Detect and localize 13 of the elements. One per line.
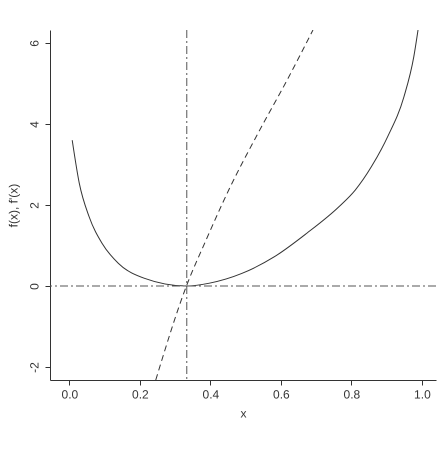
y-tick-label: 4 — [28, 120, 42, 128]
x-tick-label: 1.0 — [414, 388, 432, 402]
y-tick-label: 0 — [28, 282, 42, 290]
x-tick-label: 0.4 — [202, 388, 220, 402]
x-tick-label: 0.6 — [273, 388, 290, 402]
y-axis-title: f(x), f'(x) — [6, 184, 20, 228]
x-axis-title: x — [240, 406, 246, 420]
y-tick-label: 6 — [28, 40, 42, 47]
x-tick-label: 0.0 — [62, 388, 79, 402]
y-tick-label: 2 — [28, 202, 42, 209]
y-tick-label: -2 — [28, 362, 42, 373]
x-tick-label: 0.2 — [132, 388, 150, 402]
x-tick-label: 0.8 — [344, 388, 361, 402]
